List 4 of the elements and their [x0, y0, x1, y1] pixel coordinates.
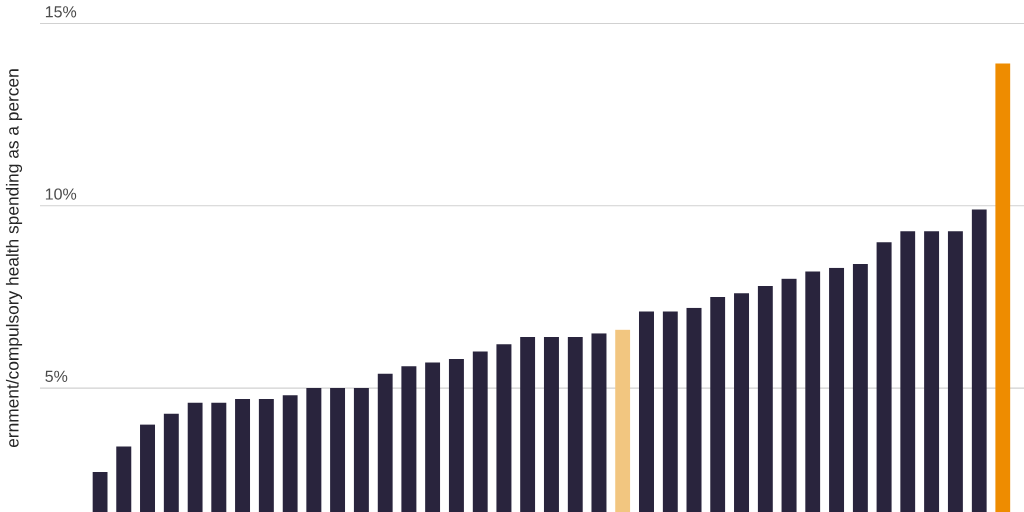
- y-axis-title: ernment/compulsory health spending as a percen: [5, 69, 23, 448]
- y-tick-label: 15%: [45, 6, 77, 18]
- y-tick-label: 5%: [45, 370, 68, 382]
- y-tick-label: 10%: [45, 188, 77, 200]
